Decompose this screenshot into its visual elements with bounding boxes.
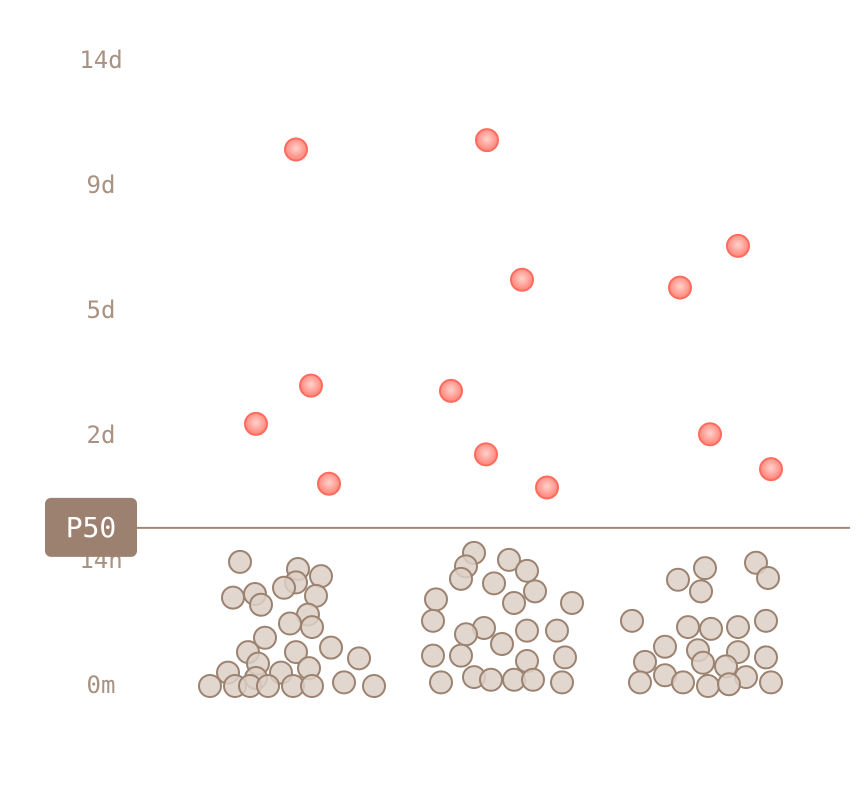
y-tick-label: 0m [87, 671, 116, 699]
data-point [521, 667, 545, 692]
data-point [756, 565, 780, 590]
data-point [497, 547, 521, 572]
data-point [482, 571, 506, 596]
data-point [198, 674, 222, 698]
data-point [691, 650, 715, 675]
data-point [300, 615, 324, 640]
data-point [523, 579, 547, 604]
data-point [474, 442, 498, 467]
p50-label: P50 [66, 511, 117, 544]
data-point [668, 275, 692, 300]
data-point [696, 674, 720, 698]
y-tick-label: 2d [87, 421, 116, 449]
data-point [754, 608, 778, 633]
y-tick-label: 9d [87, 171, 116, 199]
data-point [319, 635, 343, 660]
data-point [439, 378, 463, 403]
data-point [759, 457, 783, 482]
data-point [228, 549, 252, 574]
data-point [510, 267, 534, 292]
data-point [693, 556, 717, 581]
data-point [545, 618, 569, 643]
data-point [754, 645, 778, 670]
data-point [454, 622, 478, 647]
data-point [449, 643, 473, 668]
data-point [628, 670, 652, 695]
data-point [550, 670, 574, 695]
data-point [299, 373, 323, 398]
data-point [676, 615, 700, 640]
p50-badge [45, 497, 137, 557]
data-point [502, 590, 526, 615]
data-point [553, 645, 577, 670]
data-point [560, 590, 584, 615]
data-point [278, 611, 302, 636]
data-point [429, 670, 453, 695]
data-point [309, 564, 333, 589]
data-point [671, 670, 695, 695]
data-point [717, 672, 741, 697]
data-point [475, 128, 499, 153]
data-point [317, 471, 341, 496]
data-point [633, 649, 657, 674]
data-point [421, 643, 445, 668]
data-point [424, 587, 448, 612]
data-point [256, 674, 280, 698]
data-point [699, 616, 723, 641]
data-point [284, 640, 308, 665]
data-point [490, 632, 514, 657]
data-point [244, 411, 268, 436]
data-point [515, 558, 539, 583]
data-point [653, 634, 677, 659]
data-point [726, 233, 750, 258]
y-tick-label: 5d [87, 296, 116, 324]
data-point [332, 670, 356, 695]
data-point [666, 567, 690, 592]
data-point [479, 667, 503, 692]
data-point [253, 625, 277, 650]
data-point [515, 618, 539, 643]
data-point [272, 575, 296, 600]
data-point [421, 608, 445, 633]
data-point [362, 674, 386, 698]
data-point [759, 670, 783, 695]
data-point [249, 592, 273, 617]
data-point [689, 579, 713, 604]
data-point [449, 566, 473, 591]
data-point [698, 422, 722, 447]
data-point [726, 615, 750, 640]
y-tick-label: 14d [79, 46, 122, 74]
data-point [284, 137, 308, 162]
data-point [221, 585, 245, 610]
data-point [300, 674, 324, 698]
data-point [535, 475, 559, 500]
data-point [620, 608, 644, 633]
data-point [347, 646, 371, 671]
